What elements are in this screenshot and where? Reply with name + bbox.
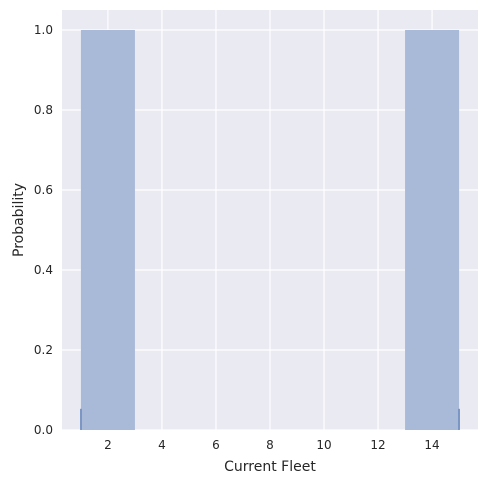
y-tick-label: 0.8 <box>34 103 53 117</box>
x-tick-label: 12 <box>370 438 385 452</box>
histogram-bar <box>80 30 135 430</box>
rug-marks <box>80 408 460 430</box>
x-axis-label: Current Fleet <box>224 459 316 475</box>
x-tick-label: 2 <box>104 438 112 452</box>
y-tick-label: 1.0 <box>34 23 53 37</box>
y-tick-label: 0.2 <box>34 343 53 357</box>
y-axis-label: Probability <box>11 183 27 257</box>
x-tick-label: 8 <box>266 438 274 452</box>
x-tick-label: 6 <box>212 438 220 452</box>
y-tick-labels: 0.0 0.2 0.4 0.6 0.8 1.0 <box>34 23 53 437</box>
x-tick-label: 4 <box>158 438 166 452</box>
y-tick-label: 0.6 <box>34 183 53 197</box>
y-tick-label: 0.4 <box>34 263 53 277</box>
x-tick-label: 14 <box>424 438 439 452</box>
bars <box>80 30 460 430</box>
y-tick-label: 0.0 <box>34 423 53 437</box>
x-tick-label: 10 <box>316 438 331 452</box>
histogram-bar <box>405 30 460 430</box>
x-tick-labels: 2 4 6 8 10 12 14 <box>104 438 440 452</box>
